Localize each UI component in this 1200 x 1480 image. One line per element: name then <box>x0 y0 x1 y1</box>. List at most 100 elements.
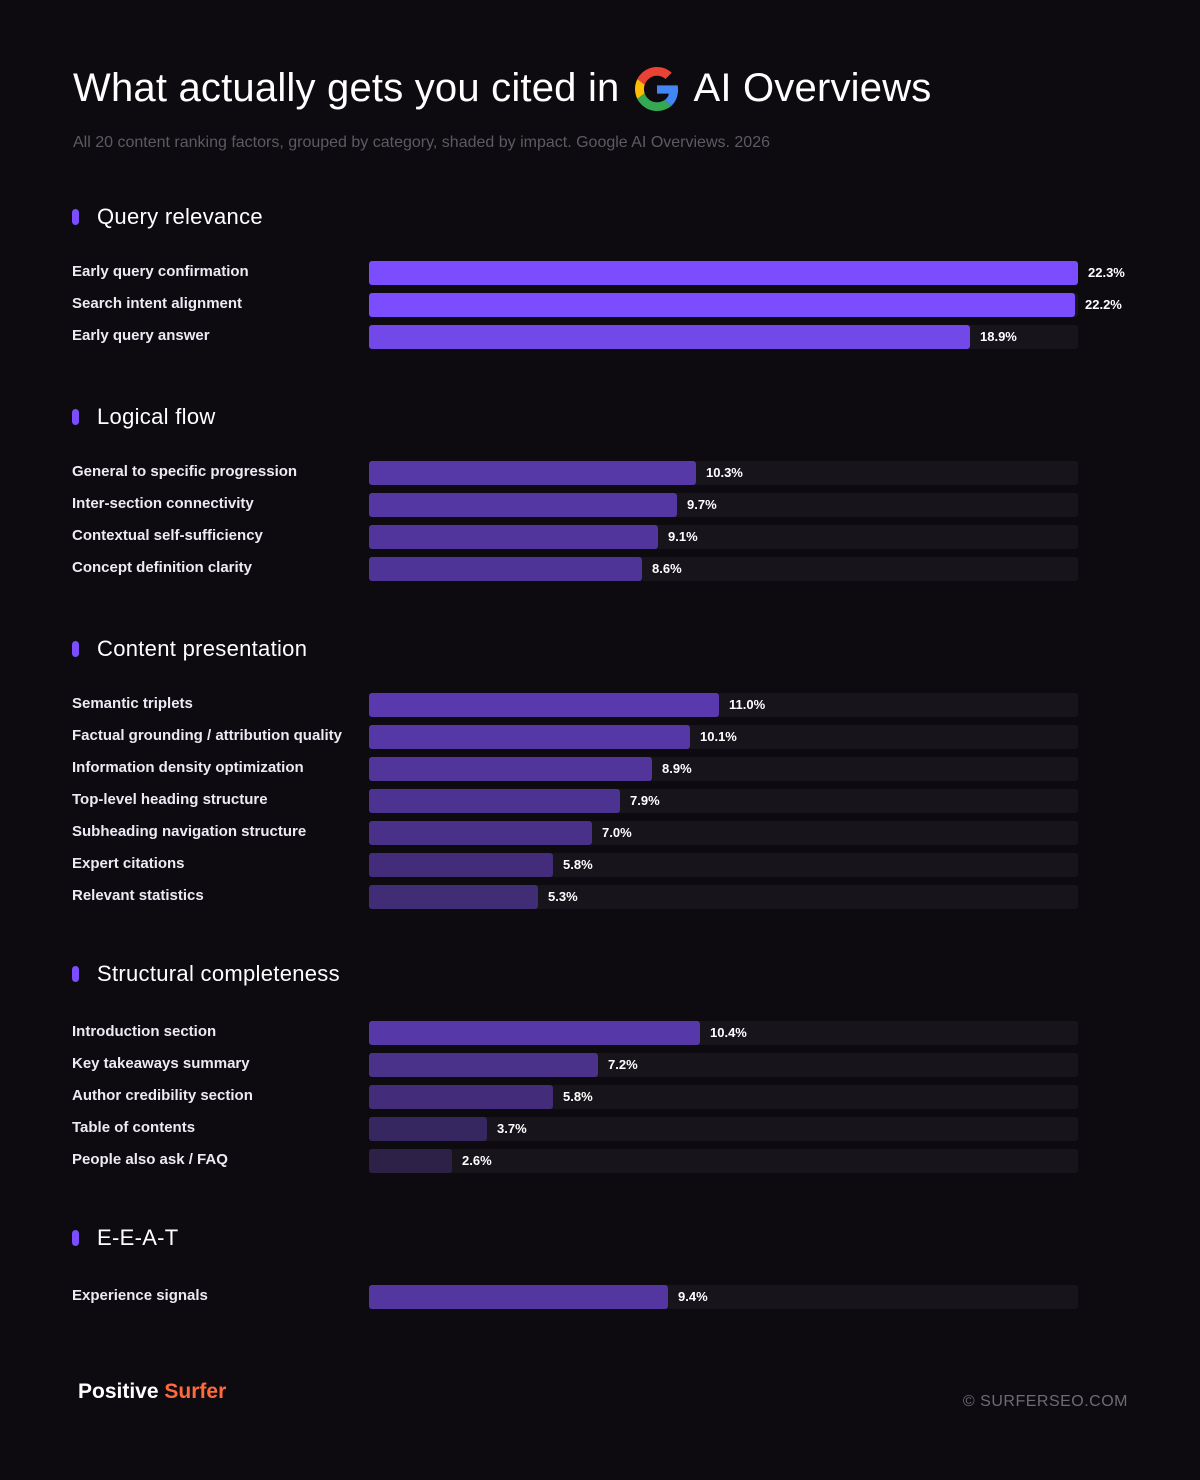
category-name: Structural completeness <box>97 961 340 986</box>
bar <box>369 1085 553 1109</box>
bar-track <box>369 1149 1078 1173</box>
bar-value-label: 5.8% <box>563 857 593 872</box>
bar-row: People also ask / FAQ 2.6% <box>0 1149 1200 1173</box>
category-marker <box>72 209 79 225</box>
bar-label: Expert citations <box>72 855 185 872</box>
bar <box>369 725 690 749</box>
bar-label: Subheading navigation structure <box>72 823 307 840</box>
bar-row: Author credibility section 5.8% <box>0 1085 1200 1109</box>
brand-logo-part2: Surfer <box>164 1380 227 1403</box>
bar <box>369 1053 598 1077</box>
category-heading: Logical flow <box>72 404 216 430</box>
bar-row: Early query confirmation 22.3% <box>0 261 1200 285</box>
bar-row: Table of contents 3.7% <box>0 1117 1200 1141</box>
bar <box>369 293 1075 317</box>
bar-row: Search intent alignment 22.2% <box>0 293 1200 317</box>
bar <box>369 461 696 485</box>
bar-label: Key takeaways summary <box>72 1055 250 1072</box>
brand-logo: Positive Surfer <box>78 1380 226 1404</box>
category-marker <box>72 409 79 425</box>
brand-logo-part1: Positive <box>78 1380 159 1403</box>
bar-label: Experience signals <box>72 1287 208 1304</box>
bar-label: Early query answer <box>72 327 210 344</box>
bar-label: Search intent alignment <box>72 295 243 312</box>
bar-value-label: 9.1% <box>668 529 698 544</box>
bar <box>369 1117 487 1141</box>
bar-label: Table of contents <box>72 1119 196 1136</box>
bar-label: Information density optimization <box>72 759 304 776</box>
bar-row: Semantic triplets 11.0% <box>0 693 1200 717</box>
bar-row: Factual grounding / attribution quality 1… <box>0 725 1200 749</box>
category-name: E-E-A-T <box>97 1225 179 1250</box>
bar-row: Introduction section 10.4% <box>0 1021 1200 1045</box>
category-name: Content presentation <box>97 636 308 661</box>
bar-value-label: 3.7% <box>497 1121 527 1136</box>
bar-value-label: 7.9% <box>630 793 660 808</box>
bar-value-label: 9.7% <box>687 497 717 512</box>
bar-row: Information density optimization 8.9% <box>0 757 1200 781</box>
bar-value-label: 10.3% <box>706 465 743 480</box>
bar-row: Key takeaways summary 7.2% <box>0 1053 1200 1077</box>
bar <box>369 1285 668 1309</box>
bar-row: Relevant statistics 5.3% <box>0 885 1200 909</box>
bar <box>369 885 538 909</box>
category-heading: Structural completeness <box>72 961 340 987</box>
bar <box>369 693 719 717</box>
bar-value-label: 11.0% <box>729 697 766 712</box>
title-text-after: AI Overviews <box>693 66 932 110</box>
bar-label: Semantic triplets <box>72 695 193 712</box>
bar-label: Early query confirmation <box>72 263 249 280</box>
bar-row: Expert citations 5.8% <box>0 853 1200 877</box>
category-name: Logical flow <box>97 404 216 429</box>
bar-row: General to specific progression 10.3% <box>0 461 1200 485</box>
bar-value-label: 8.9% <box>662 761 692 776</box>
bar-value-label: 22.3% <box>1088 265 1125 280</box>
bar-row: Early query answer 18.9% <box>0 325 1200 349</box>
bar-label: Relevant statistics <box>72 887 204 904</box>
bar-label: Top-level heading structure <box>72 791 268 808</box>
bar-value-label: 2.6% <box>462 1153 492 1168</box>
bar <box>369 789 620 813</box>
category-heading: Query relevance <box>72 204 263 230</box>
bar-value-label: 7.2% <box>608 1057 638 1072</box>
category-marker <box>72 641 79 657</box>
bar-row: Top-level heading structure 7.9% <box>0 789 1200 813</box>
bar <box>369 1149 452 1173</box>
bar-row: Contextual self-sufficiency 9.1% <box>0 525 1200 549</box>
bar-label: Inter-section connectivity <box>72 495 254 512</box>
title-text-before: What actually gets you cited in <box>73 66 620 110</box>
page-title: What actually gets you cited in AI Overv… <box>73 66 932 111</box>
bar-value-label: 10.4% <box>710 1025 747 1040</box>
bar <box>369 261 1078 285</box>
bar-label: Author credibility section <box>72 1087 253 1104</box>
bar-label: Factual grounding / attribution quality <box>72 727 342 744</box>
bar-label: General to specific progression <box>72 463 298 480</box>
bar-value-label: 8.6% <box>652 561 682 576</box>
bar-value-label: 22.2% <box>1085 297 1122 312</box>
subtitle: All 20 content ranking factors, grouped … <box>73 134 770 151</box>
bar <box>369 853 553 877</box>
bar-label: Introduction section <box>72 1023 217 1040</box>
bar-row: Experience signals 9.4% <box>0 1285 1200 1309</box>
bar <box>369 493 677 517</box>
google-g-icon <box>635 66 679 111</box>
bar <box>369 557 642 581</box>
bar-label: People also ask / FAQ <box>72 1151 228 1168</box>
bar <box>369 325 970 349</box>
bar-label: Contextual self-sufficiency <box>72 527 263 544</box>
bar-value-label: 18.9% <box>980 329 1017 344</box>
bar <box>369 821 592 845</box>
category-marker <box>72 966 79 982</box>
category-heading: E-E-A-T <box>72 1225 179 1251</box>
bar-row: Subheading navigation structure 7.0% <box>0 821 1200 845</box>
bar-value-label: 7.0% <box>602 825 632 840</box>
site-credit: © SURFERSEO.COM <box>962 1393 1128 1410</box>
bar-track <box>369 1117 1078 1141</box>
bar-row: Inter-section connectivity 9.7% <box>0 493 1200 517</box>
bar <box>369 525 658 549</box>
category-heading: Content presentation <box>72 636 307 662</box>
bar-value-label: 10.1% <box>700 729 737 744</box>
bar <box>369 1021 700 1045</box>
category-name: Query relevance <box>97 204 263 229</box>
bar-value-label: 9.4% <box>678 1289 708 1304</box>
